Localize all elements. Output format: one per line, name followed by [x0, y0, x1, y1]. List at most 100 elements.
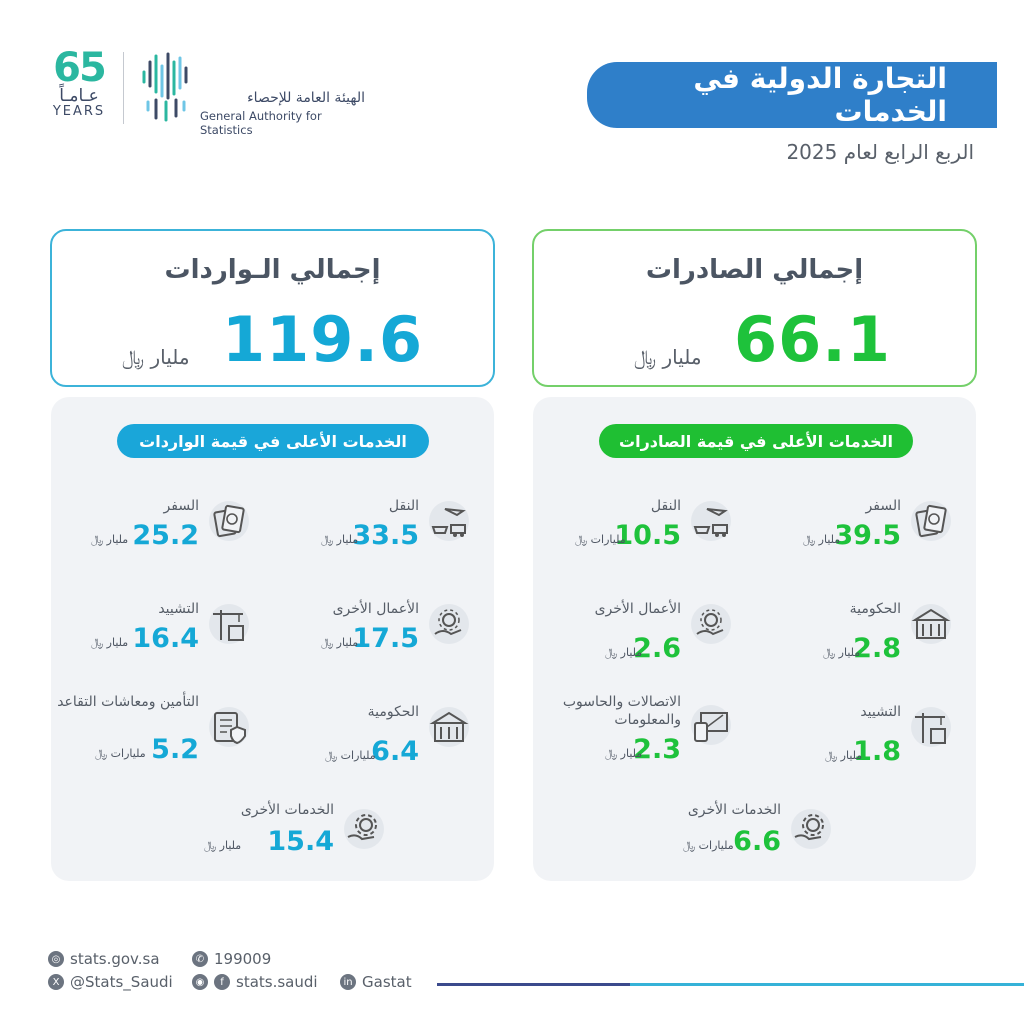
import-item-government: الحكومية 6.4 مليارات ﷼ [271, 703, 471, 773]
transport-icon [689, 499, 733, 543]
export-item-unit: مليار ﷼ [823, 646, 861, 659]
export-item-unit: مليار ﷼ [825, 749, 863, 762]
exports-services-panel: الخدمات الأعلى في قيمة الصادرات السفر 39… [533, 397, 976, 881]
export-item-name: الحكومية [849, 601, 901, 617]
import-item-other-services: الخدمات الأخرى 15.4 مليار ﷼ [196, 801, 386, 871]
gastat-wordmark: الهيئة العامة للإحصاء General Authority … [200, 90, 370, 137]
passport-icon [909, 499, 953, 543]
export-item-unit: مليار ﷼ [803, 533, 841, 546]
anniversary-logo: 65 عـامـاً YEARS [44, 48, 114, 120]
anniversary-arabic: عـامـاً [59, 86, 99, 106]
import-item-name: التأمين ومعاشات التقاعد [57, 694, 199, 710]
import-item-value: 6.4 [371, 736, 419, 767]
export-item-value: 2.8 [853, 633, 901, 664]
import-item-travel: السفر 25.2 مليار ﷼ [51, 497, 251, 567]
imports-services-panel: الخدمات الأعلى في قيمة الواردات النقل 33… [51, 397, 494, 881]
exports-total-value: 66.1 [734, 303, 891, 376]
export-item-value: 2.6 [633, 633, 681, 664]
transport-icon [427, 499, 471, 543]
org-name-arabic: الهيئة العامة للإحصاء [247, 90, 365, 106]
phone-icon: ✆ [192, 951, 208, 967]
import-item-name: الحكومية [367, 704, 419, 720]
export-item-name: الأعمال الأخرى [594, 601, 681, 617]
anniversary-english: YEARS [52, 104, 106, 119]
passport-icon [207, 499, 251, 543]
export-item-ict: الاتصالات والحاسوب والمعلومات 2.3 مليار … [533, 693, 733, 773]
export-item-name: النقل [650, 498, 681, 514]
export-item-value: 39.5 [834, 520, 901, 551]
export-item-value: 1.8 [853, 736, 901, 767]
exports-total-card: إجمالي الصادرات 66.1 مليار ﷼ [532, 229, 977, 387]
imports-total-card: إجمالي الـواردات 119.6 مليار ﷼ [50, 229, 495, 387]
export-item-value: 2.3 [633, 734, 681, 765]
instagram-icon: ◉ [192, 974, 208, 990]
business-gear-icon [427, 602, 471, 646]
export-item-unit: مليارات ﷼ [683, 839, 734, 852]
footer-accent-bar-light [630, 983, 1024, 986]
x-twitter-icon: X [48, 974, 64, 990]
imports-total-value: 119.6 [222, 303, 424, 376]
import-item-unit: مليار ﷼ [91, 533, 129, 546]
imports-total-unit: مليار ﷼ [122, 345, 190, 369]
export-item-other-business: الأعمال الأخرى 2.6 مليار ﷼ [533, 600, 733, 670]
computer-icon [689, 703, 733, 747]
government-building-icon [909, 602, 953, 646]
import-item-other-business: الأعمال الأخرى 17.5 مليار ﷼ [271, 600, 471, 670]
services-gear-icon [789, 807, 833, 851]
export-item-government: الحكومية 2.8 مليار ﷼ [753, 600, 953, 670]
insurance-document-icon [207, 705, 251, 749]
imports-panel-heading: الخدمات الأعلى في قيمة الواردات [117, 424, 429, 458]
import-item-value: 15.4 [267, 826, 334, 857]
export-item-transport: النقل 10.5 مليارات ﷼ [533, 497, 733, 567]
footer-social[interactable]: ◉ f stats.saudi [192, 973, 318, 991]
business-gear-icon [689, 602, 733, 646]
services-gear-icon [342, 807, 386, 851]
import-item-value: 5.2 [151, 734, 199, 765]
import-item-unit: مليارات ﷼ [95, 747, 146, 760]
linkedin-icon: in [340, 974, 356, 990]
import-item-name: النقل [388, 498, 419, 514]
import-item-transport: النقل 33.5 مليار ﷼ [271, 497, 471, 567]
import-item-insurance-pension: التأمين ومعاشات التقاعد 5.2 مليارات ﷼ [51, 693, 251, 773]
import-item-name: الخدمات الأخرى [240, 802, 334, 818]
export-item-other-services: الخدمات الأخرى 6.6 مليارات ﷼ [643, 801, 833, 871]
imports-total-label: إجمالي الـواردات [164, 255, 381, 285]
footer-twitter[interactable]: X @Stats_Saudi [48, 973, 173, 991]
export-item-unit: مليار ﷼ [605, 747, 643, 760]
import-item-name: السفر [163, 498, 199, 514]
import-item-unit: مليارات ﷼ [325, 749, 376, 762]
page-subtitle: الربع الرابع لعام 2025 [786, 140, 974, 164]
import-item-unit: مليار ﷼ [91, 636, 129, 649]
import-item-name: التشييد [158, 601, 199, 617]
import-item-value: 25.2 [132, 520, 199, 551]
export-item-name: السفر [865, 498, 901, 514]
anniversary-number: 65 [53, 45, 107, 91]
import-item-value: 16.4 [132, 623, 199, 654]
import-item-name: الأعمال الأخرى [332, 601, 419, 617]
page-title: التجارة الدولية في الخدمات [587, 62, 997, 128]
export-item-name: الخدمات الأخرى [687, 802, 781, 818]
export-item-travel: السفر 39.5 مليار ﷼ [753, 497, 953, 567]
facebook-icon: f [214, 974, 230, 990]
footer-website[interactable]: ◎ stats.gov.sa [48, 950, 160, 968]
footer-phone[interactable]: ✆ 199009 [192, 950, 271, 968]
import-item-value: 17.5 [352, 623, 419, 654]
export-item-name: التشييد [860, 704, 901, 720]
import-item-unit: مليار ﷼ [321, 636, 359, 649]
construction-crane-icon [207, 602, 251, 646]
import-item-construction: التشييد 16.4 مليار ﷼ [51, 600, 251, 670]
footer-linkedin[interactable]: in Gastat [340, 973, 412, 991]
exports-total-label: إجمالي الصادرات [645, 255, 864, 285]
government-building-icon [427, 705, 471, 749]
import-item-value: 33.5 [352, 520, 419, 551]
logo-divider [123, 52, 124, 124]
export-item-value: 10.5 [614, 520, 681, 551]
export-item-unit: مليارات ﷼ [575, 533, 626, 546]
gastat-logo-icon [142, 52, 188, 122]
org-name-english: General Authority for Statistics [200, 109, 322, 137]
globe-icon: ◎ [48, 951, 64, 967]
exports-panel-heading: الخدمات الأعلى في قيمة الصادرات [599, 424, 913, 458]
import-item-unit: مليار ﷼ [321, 533, 359, 546]
export-item-construction: التشييد 1.8 مليار ﷼ [753, 703, 953, 773]
exports-total-unit: مليار ﷼ [634, 345, 702, 369]
